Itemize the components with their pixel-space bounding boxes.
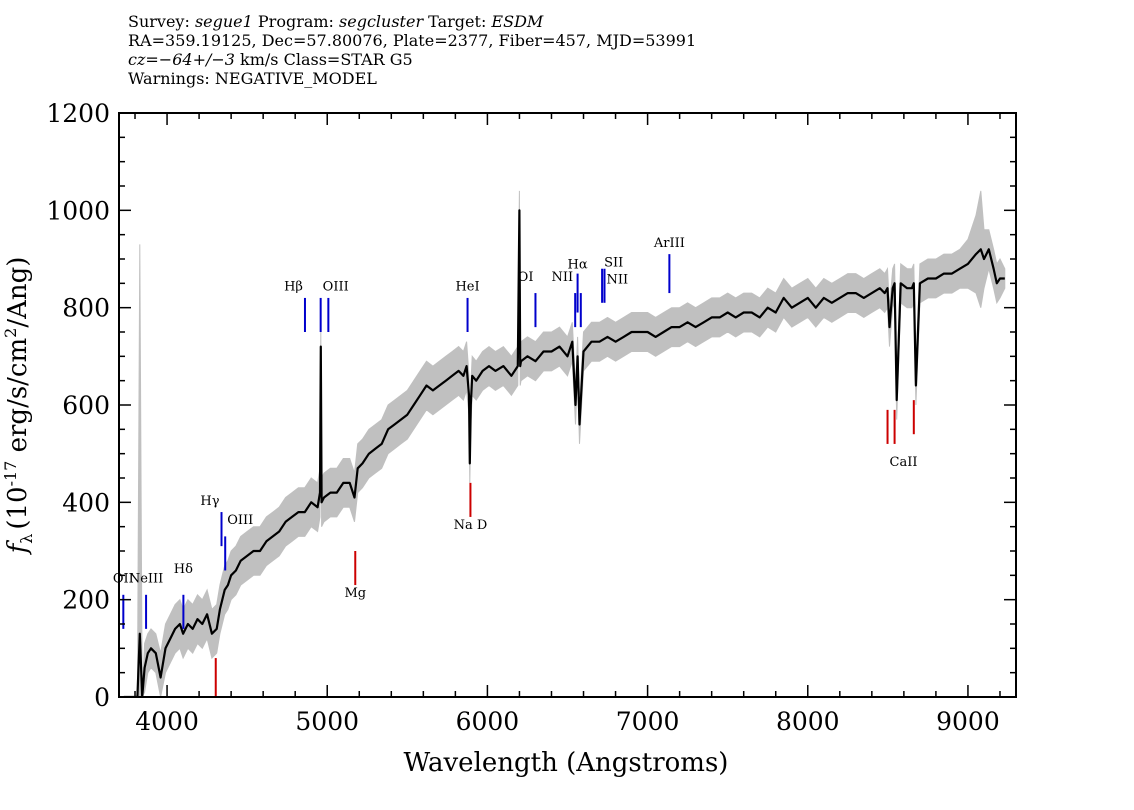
error-band-area: [123, 190, 1006, 697]
y-tick-label-800: 800: [62, 294, 110, 323]
axis-tick-labels: 4000 5000 6000 7000 8000 9000 0 200 400 600 800 100…: [46, 99, 999, 736]
x-tick-label-4000: 4000: [135, 707, 199, 736]
line-label-14: NII: [607, 272, 629, 287]
x-tick-label-5000: 5000: [295, 707, 359, 736]
cz-value: =−64+/−3: [145, 50, 235, 69]
y-axis-exponent: -17: [1, 461, 20, 487]
program-value: segcluster: [339, 12, 424, 31]
line-label-17: Na D: [454, 518, 488, 533]
flux-line: [123, 209, 1005, 697]
line-label-16: Mg: [344, 586, 366, 601]
x-tick-label-7000: 7000: [616, 707, 680, 736]
axis-ticks: [119, 112, 1016, 698]
line-label-1: NeIII: [129, 572, 163, 587]
line-label-9: OI: [518, 270, 534, 285]
error-band: [123, 190, 1006, 697]
y-axis-unit-mid: erg/s/cm: [3, 338, 33, 461]
survey-label: Survey:: [128, 12, 195, 31]
x-tick-label-9000: 9000: [936, 707, 1000, 736]
line-label-18: CaII: [890, 455, 918, 470]
cz-label: cz: [128, 50, 146, 69]
line-label-4: OIII: [227, 513, 253, 528]
line-label-3: Hγ: [200, 494, 219, 509]
y-tick-label-400: 400: [62, 488, 110, 517]
line-label-15: ArIII: [653, 236, 685, 251]
line-label-8: HeI: [455, 280, 479, 295]
plot-frame: [118, 112, 1017, 698]
target-label: Target:: [423, 12, 492, 31]
y-tick-label-0: 0: [94, 683, 110, 712]
y-tick-label-600: 600: [62, 391, 110, 420]
line-label-11: Hα: [568, 258, 588, 273]
y-tick-label-1200: 1200: [46, 99, 110, 128]
line-label-10: NII: [552, 270, 574, 285]
x-tick-label-6000: 6000: [456, 707, 520, 736]
spectrum-header: Survey: segue1 Program: segcluster Targe…: [128, 12, 696, 88]
survey-value: segue1: [194, 12, 253, 31]
y-axis-unit-end: /Ang): [3, 257, 33, 328]
y-axis-square: 2: [1, 328, 20, 338]
flux-series: [123, 209, 1005, 697]
header-line-coords: RA=359.19125, Dec=57.80076, Plate=2377, …: [128, 31, 697, 50]
program-label: Program:: [252, 12, 340, 31]
y-axis-lambda-subscript: λ: [17, 534, 36, 544]
class-text: km/s Class=STAR G5: [234, 50, 413, 69]
line-label-5: Hβ: [284, 280, 303, 295]
target-value: ESDM: [491, 12, 544, 31]
header-line-redshift: cz=−64+/−3 km/s Class=STAR G5: [128, 50, 696, 69]
line-label-13: SII: [604, 255, 623, 270]
header-line-survey: Survey: segue1 Program: segcluster Targe…: [128, 12, 696, 31]
y-axis-unit-prefix: (10: [3, 486, 33, 529]
y-axis-title: fλ(10-17 erg/s/cm2/Ang): [1, 257, 36, 556]
x-axis-title: Wavelength (Angstroms): [404, 748, 729, 778]
line-label-2: Hδ: [174, 562, 193, 577]
y-tick-label-1000: 1000: [46, 196, 110, 225]
line-label-6: OIII: [323, 280, 349, 295]
y-tick-label-200: 200: [62, 586, 110, 615]
x-tick-label-8000: 8000: [776, 707, 840, 736]
header-line-warnings: Warnings: NEGATIVE_MODEL: [128, 69, 377, 88]
